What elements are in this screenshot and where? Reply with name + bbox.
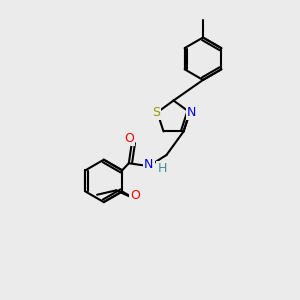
- Text: O: O: [130, 189, 140, 202]
- Text: O: O: [124, 132, 134, 145]
- Text: S: S: [152, 106, 160, 119]
- Text: N: N: [144, 158, 154, 171]
- Text: H: H: [158, 162, 167, 175]
- Text: N: N: [187, 106, 196, 119]
